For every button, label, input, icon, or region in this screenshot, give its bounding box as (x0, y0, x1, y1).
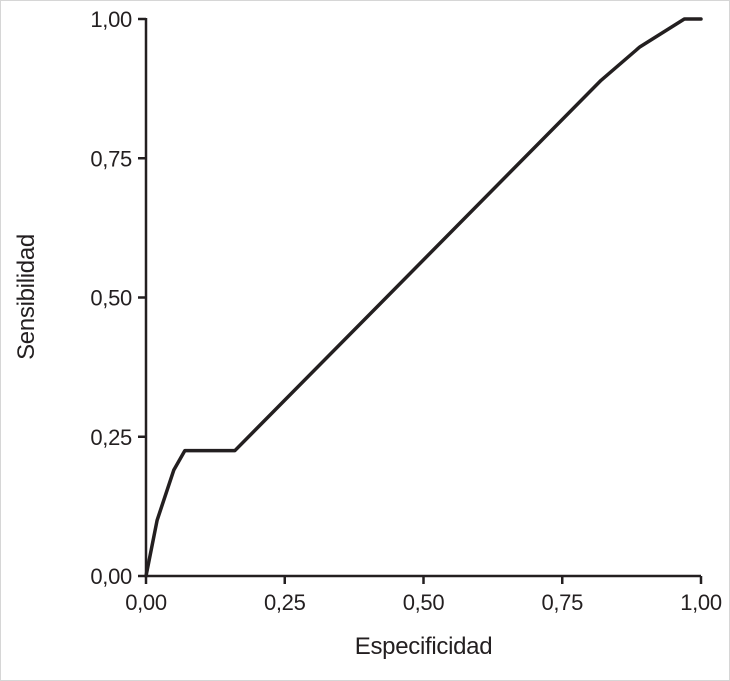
series-roc-curve (144, 17, 703, 578)
x-tick-label: 0,00 (125, 590, 167, 615)
y-tick-label: 0,25 (90, 425, 132, 450)
y-axis-title: Sensibilidad (13, 234, 40, 360)
y-tick-label: 0,75 (90, 146, 132, 171)
y-tick-label: 0,00 (90, 564, 132, 589)
x-tick-label: 0,75 (541, 590, 583, 615)
x-axis-title: Especificidad (354, 633, 493, 660)
y-tick-label: 1,00 (90, 7, 132, 32)
x-tick-label: 0,50 (403, 590, 445, 615)
y-tick-label: 0,50 (90, 286, 132, 311)
x-tick-label: 0,25 (264, 590, 306, 615)
x-tick-label: 1,00 (680, 590, 722, 615)
